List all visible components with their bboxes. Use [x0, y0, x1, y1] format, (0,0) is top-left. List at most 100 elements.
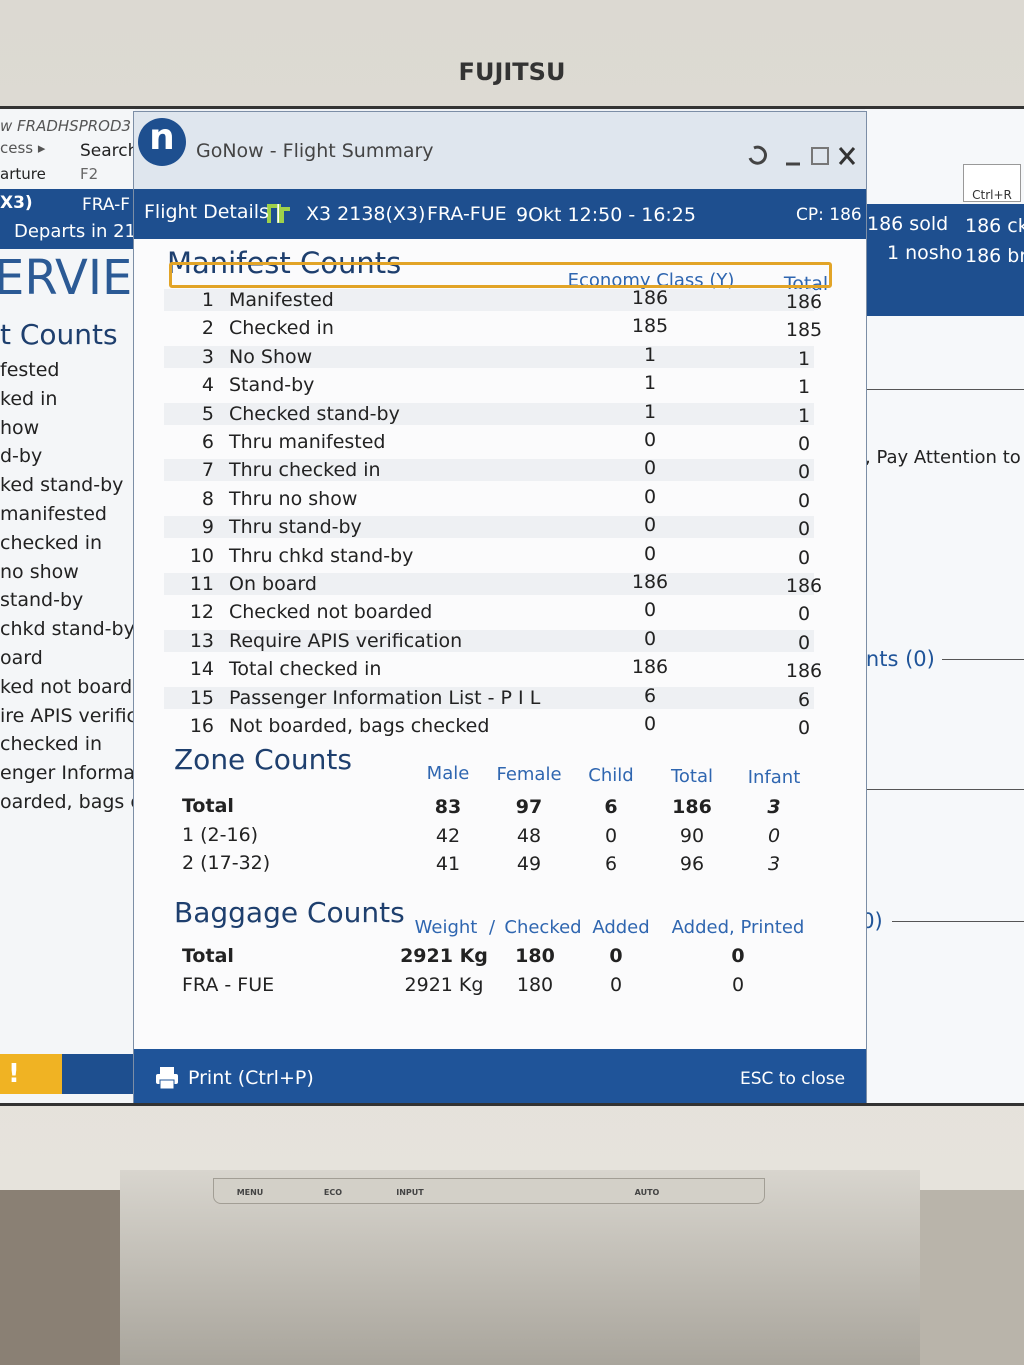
row-number: 1 — [201, 289, 214, 311]
refresh-button[interactable] — [963, 164, 1021, 202]
note: ents (0) — [853, 647, 935, 671]
row-label: Total checked in — [229, 658, 382, 681]
stat: 1 nosho — [887, 242, 963, 264]
app-logo-letter: n — [149, 117, 175, 158]
row-number: 13 — [189, 629, 214, 652]
screen: w FRADHSPROD3 cess ▸ Search arture F2 X3) FRA-… — [0, 106, 1024, 1106]
row-number: 8 — [201, 487, 214, 510]
flight-number: X3 2138(X3) — [306, 203, 426, 225]
row-value: 0 — [609, 945, 623, 967]
row-value: 186 — [785, 291, 823, 313]
row-value: 0 — [609, 974, 623, 996]
monitor-button[interactable]: MENU — [236, 1188, 264, 1197]
heading: ERVIE — [0, 250, 133, 306]
print-icon[interactable] — [154, 1065, 180, 1091]
monitor-button[interactable]: INPUT — [396, 1188, 424, 1197]
print-button[interactable]: Print (Ctrl+P) — [188, 1067, 314, 1089]
row-value: 186 — [785, 575, 823, 597]
row-label: No Show — [229, 345, 313, 368]
row-value: 1 — [797, 376, 811, 399]
monitor-button[interactable]: ECO — [323, 1188, 343, 1197]
window-title: GoNow - Flight Summary — [196, 140, 434, 162]
app-logo — [138, 118, 186, 166]
brand-logo: FUJITSU — [458, 58, 566, 86]
refresh-label[interactable]: Ctrl+R — [972, 188, 1012, 202]
app-text: arture — [0, 165, 46, 183]
close-hint[interactable]: ESC to close — [740, 1069, 846, 1089]
row-value: 0 — [767, 824, 781, 847]
row-value: 186 — [631, 287, 669, 309]
row-value: 97 — [515, 796, 543, 818]
row-label: Manifested — [229, 289, 334, 311]
row-value: 0 — [643, 542, 657, 565]
row-number: 16 — [189, 715, 214, 737]
row-number: 6 — [201, 431, 214, 453]
dialog-footer: Print (Ctrl+P) ESC to close — [134, 1049, 866, 1103]
row-value: 6 — [604, 796, 618, 818]
column-header: Female — [496, 764, 562, 785]
app-line: ire APIS verific — [0, 704, 137, 727]
row-value: 0 — [643, 485, 657, 508]
column-header: Child — [588, 765, 634, 786]
row-number: 4 — [201, 374, 214, 397]
dialog-content: Manifest Counts Economy Class (Y) Total 1 Ma… — [134, 239, 866, 1049]
row-value: 1 — [643, 343, 657, 366]
row-value: 0 — [604, 824, 618, 847]
stats-panel — [865, 204, 1024, 316]
bag-weight: 2921 Kg — [404, 974, 484, 996]
warning-block — [0, 1054, 62, 1094]
divider — [865, 789, 1024, 790]
stat: 186 sold — [867, 213, 949, 235]
section-title: t Counts — [0, 318, 118, 351]
row-label: Checked stand-by — [229, 402, 400, 425]
row-label: Checked not boarded — [229, 601, 433, 624]
dialog-header: Flight Details | X3 2138(X3) FRA-FUE 9Okt 1… — [134, 189, 866, 239]
app-line: how — [0, 416, 40, 439]
row-number: 15 — [189, 686, 214, 709]
row-number: 2 — [201, 317, 214, 340]
row-value: 0 — [797, 518, 811, 541]
divider — [942, 659, 1024, 660]
app-text: Search — [80, 141, 139, 161]
date-time: 9Okt 12:50 - 16:25 — [516, 204, 696, 226]
row-number: 7 — [201, 459, 214, 482]
row-stripe — [164, 629, 814, 652]
row-value: 0 — [643, 457, 657, 480]
app-line: manifested — [0, 503, 107, 525]
row-value: 83 — [434, 796, 462, 818]
row-label: Require APIS verification — [229, 629, 463, 652]
column-header: Male — [426, 763, 470, 784]
row-value: 41 — [435, 853, 461, 875]
row-value: 1 — [797, 404, 811, 427]
flight-text: Departs in 21 — [14, 221, 136, 242]
row-value: 0 — [797, 717, 811, 739]
row-label: Passenger Information List - P I L — [229, 686, 541, 709]
background-app-left: w FRADHSPROD3 cess ▸ Search arture F2 X3) FRA-… — [0, 109, 144, 1103]
row-value: 6 — [604, 853, 618, 875]
row-stripe — [164, 686, 814, 709]
row-value: 180 — [515, 945, 555, 967]
monitor-button[interactable]: AUTO — [634, 1188, 660, 1197]
desk — [0, 1190, 130, 1365]
row-label: Thru chkd stand-by — [229, 544, 414, 567]
row-stripe — [164, 573, 814, 595]
row-value: 0 — [643, 429, 657, 451]
row-value: 1 — [643, 400, 657, 423]
window-controls[interactable] — [746, 142, 861, 170]
app-line: oarded, bags c — [0, 791, 141, 813]
row-value: 0 — [643, 514, 657, 537]
column-header: Infant — [747, 767, 801, 788]
row-value: 185 — [631, 315, 669, 338]
row-label: Checked in — [229, 317, 334, 340]
app-line: oard — [0, 647, 43, 669]
flight-icon — [267, 204, 290, 223]
row-stripe — [164, 345, 814, 368]
column-header: / — [488, 917, 496, 938]
row-value: 0 — [731, 974, 745, 996]
row-number: 5 — [201, 402, 214, 425]
app-line: stand-by — [0, 589, 84, 612]
row-label: 2 (17-32) — [182, 852, 271, 874]
app-line: ked in — [0, 387, 58, 410]
row-label: Thru stand-by — [229, 516, 362, 539]
